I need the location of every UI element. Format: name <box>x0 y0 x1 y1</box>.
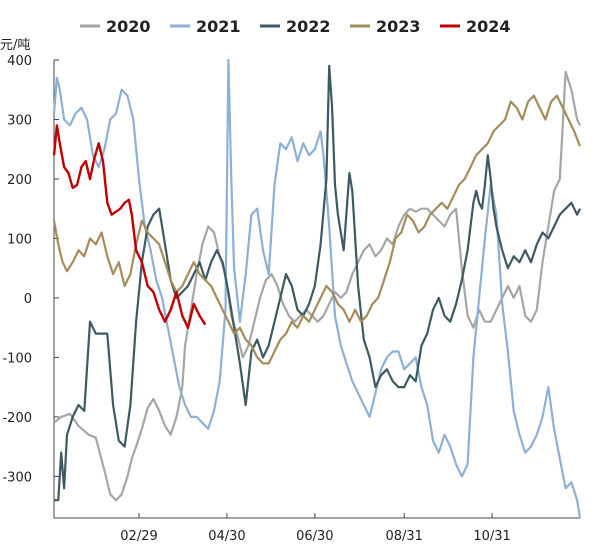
y-tick-label: -200 <box>2 411 32 426</box>
legend-label: 2023 <box>376 17 421 36</box>
series-line-2021 <box>52 58 582 519</box>
x-axis: 02/29 04/30 06/30 08/31 10/31 <box>54 513 580 544</box>
y-tick-label: -300 <box>2 470 32 485</box>
legend-label: 2022 <box>286 17 331 36</box>
series-line-2022 <box>54 64 581 502</box>
y-unit-label: 元/吨 <box>0 38 30 53</box>
x-tick-label: 10/31 <box>473 529 510 544</box>
series-line-2023 <box>52 94 582 365</box>
x-tick-label: 08/31 <box>385 529 422 544</box>
y-tick-label: 400 <box>7 54 32 69</box>
x-tick-label: 06/30 <box>296 529 333 544</box>
legend-item-2024: 2024 <box>440 17 511 36</box>
y-tick-label: 300 <box>7 113 32 128</box>
legend-item-2023: 2023 <box>350 17 421 36</box>
legend-item-2020: 2020 <box>80 17 151 36</box>
y-axis: 400 300 200 100 0 -100 -200 -300 <box>2 54 59 518</box>
y-tick-label: 100 <box>7 232 32 247</box>
legend: 2020 2021 2022 2023 2024 <box>80 17 511 36</box>
series-layer <box>52 58 582 519</box>
legend-label: 2020 <box>106 17 151 36</box>
legend-label: 2021 <box>196 17 241 36</box>
x-tick-label: 02/29 <box>120 529 157 544</box>
legend-item-2022: 2022 <box>260 17 331 36</box>
series-line-2024 <box>52 124 207 329</box>
y-tick-label: -100 <box>2 351 32 366</box>
legend-label: 2024 <box>466 17 511 36</box>
y-tick-label: 200 <box>7 173 32 188</box>
series-line-2020 <box>53 70 581 502</box>
x-tick-label: 04/30 <box>208 529 245 544</box>
legend-item-2021: 2021 <box>170 17 241 36</box>
y-tick-label: 0 <box>24 292 32 307</box>
